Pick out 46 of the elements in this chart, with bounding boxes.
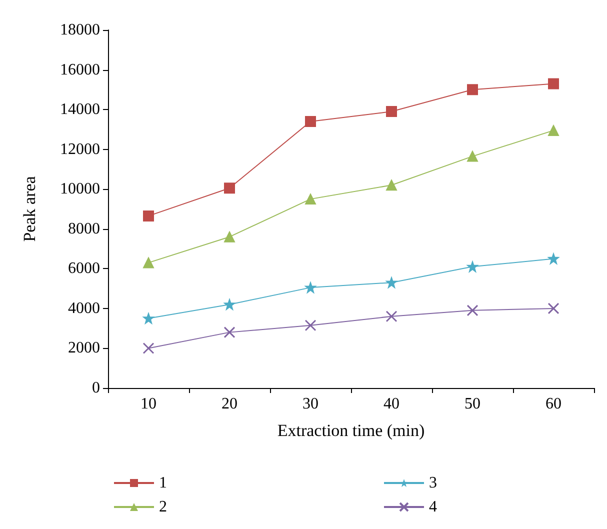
point — [386, 310, 398, 322]
point — [224, 231, 235, 242]
point — [142, 342, 154, 354]
y-tick-label: 14000 — [60, 101, 100, 118]
point — [548, 78, 559, 90]
y-tick-label: 10000 — [60, 180, 100, 198]
point — [548, 253, 559, 264]
y-tick-label: 4000 — [68, 300, 100, 317]
point — [305, 194, 316, 205]
point — [467, 84, 478, 96]
point — [224, 326, 236, 338]
y-tick-label: 12000 — [60, 140, 100, 158]
point — [467, 261, 478, 272]
x-tick-label: 20 — [222, 396, 238, 412]
x-axis-title: Extraction time (min) — [277, 421, 425, 440]
x-tick-label: 30 — [302, 396, 318, 412]
x-tick-label: 60 — [546, 396, 562, 412]
point — [143, 257, 154, 268]
legend-label: 1 — [159, 474, 167, 492]
x-tick-label: 50 — [464, 396, 480, 412]
point — [386, 277, 397, 288]
point — [467, 150, 478, 162]
point — [304, 320, 316, 332]
y-tick-label: 18000 — [60, 22, 100, 38]
y-tick-label: 2000 — [68, 340, 100, 357]
x-tick-label: 40 — [384, 396, 400, 412]
x-tick-label: 10 — [140, 396, 156, 412]
y-axis-title: Peak area — [20, 176, 39, 242]
point — [143, 312, 154, 324]
point — [224, 182, 235, 194]
legend-label: 3 — [429, 474, 437, 492]
point — [548, 124, 559, 136]
point — [386, 106, 397, 118]
y-tick-label: 6000 — [68, 260, 100, 278]
legend-label: 4 — [429, 498, 437, 516]
y-tick-label: 0 — [92, 380, 100, 396]
y-tick-label: 8000 — [68, 220, 100, 238]
point — [466, 304, 478, 316]
legend-label: 2 — [159, 498, 167, 516]
y-tick-label: 16000 — [60, 61, 100, 78]
point — [305, 282, 316, 294]
point — [548, 302, 560, 314]
point — [305, 116, 316, 127]
point — [386, 180, 397, 191]
point — [143, 210, 154, 222]
point — [224, 298, 235, 310]
